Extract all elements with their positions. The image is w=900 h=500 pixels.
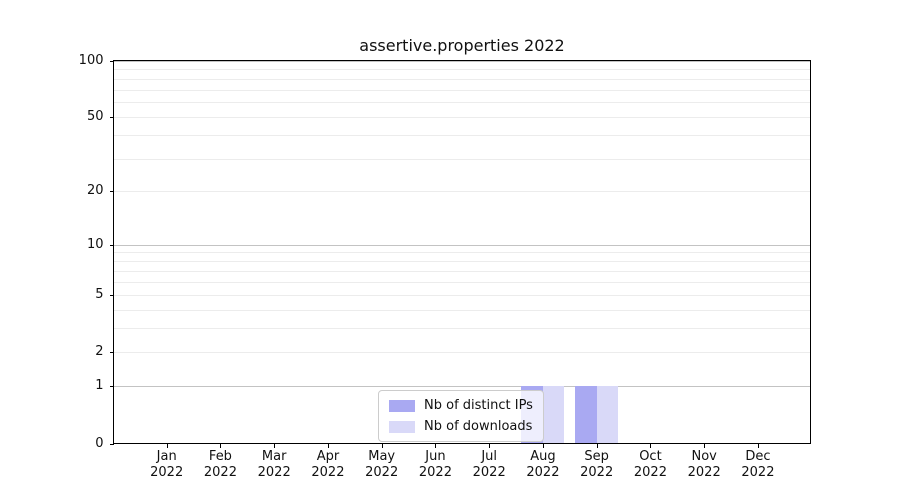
x-tick-year: 2022 <box>580 464 614 480</box>
x-tick <box>757 443 759 448</box>
y-tick <box>109 190 114 192</box>
x-tick-label: Mar 2022 <box>257 448 291 480</box>
bar-distinct-ips <box>575 385 597 444</box>
y-gridline-minor <box>113 102 811 104</box>
chart-title: assertive.properties 2022 <box>359 36 565 55</box>
legend-swatch-distinct-ips <box>389 399 415 412</box>
x-tick <box>220 443 222 448</box>
x-tick-label: Dec 2022 <box>741 448 775 480</box>
y-tick <box>109 244 114 246</box>
x-tick-label: Aug 2022 <box>526 448 560 480</box>
x-tick-year: 2022 <box>418 464 452 480</box>
x-tick-year: 2022 <box>203 464 237 480</box>
y-tick <box>109 294 114 296</box>
x-tick-label: Feb 2022 <box>203 448 237 480</box>
x-tick <box>435 443 437 448</box>
x-tick-label: Jan 2022 <box>150 448 184 480</box>
y-tick-label: 0 <box>95 435 104 451</box>
y-gridline-minor <box>113 352 811 354</box>
x-tick <box>704 443 706 448</box>
y-gridline-minor <box>113 117 811 119</box>
x-tick <box>381 443 383 448</box>
x-tick-year: 2022 <box>526 464 560 480</box>
legend-label-distinct-ips: Nb of distinct IPs <box>424 398 533 413</box>
y-gridline-major <box>113 244 811 246</box>
x-tick-label: Sep 2022 <box>580 448 614 480</box>
y-gridline-major <box>113 60 811 62</box>
bar-downloads <box>596 385 619 444</box>
y-tick-label: 2 <box>95 344 104 360</box>
x-tick <box>596 443 598 448</box>
x-tick <box>327 443 329 448</box>
y-gridline-minor <box>113 294 811 296</box>
x-tick-year: 2022 <box>257 464 291 480</box>
y-gridline-minor <box>113 282 811 283</box>
x-tick-label: May 2022 <box>365 448 399 480</box>
x-tick-year: 2022 <box>311 464 345 480</box>
y-gridline-major <box>113 385 811 387</box>
y-tick-label: 5 <box>95 286 104 302</box>
y-gridline-minor <box>113 190 811 192</box>
x-tick-year: 2022 <box>687 464 721 480</box>
legend-item-distinct-ips: Nb of distinct IPs <box>389 398 533 413</box>
y-tick <box>109 117 114 119</box>
y-tick <box>109 443 114 445</box>
y-tick-label: 10 <box>86 236 104 252</box>
y-gridline-minor <box>113 135 811 137</box>
x-tick-year: 2022 <box>150 464 184 480</box>
x-tick-label: Jul 2022 <box>472 448 506 480</box>
y-gridline-minor <box>113 309 811 311</box>
legend-label-downloads: Nb of downloads <box>424 419 533 434</box>
y-gridline-minor <box>113 69 811 71</box>
y-gridline-minor <box>113 78 811 80</box>
x-tick <box>166 443 168 448</box>
y-tick-label: 1 <box>95 377 104 393</box>
y-tick <box>109 352 114 354</box>
x-tick-year: 2022 <box>365 464 399 480</box>
y-tick <box>109 385 114 387</box>
y-gridline-minor <box>113 89 811 91</box>
x-tick <box>650 443 652 448</box>
y-tick-label: 50 <box>86 109 104 125</box>
x-tick-label: Oct 2022 <box>633 448 667 480</box>
x-tick <box>489 443 491 448</box>
y-gridline-minor <box>113 328 811 330</box>
x-tick <box>274 443 276 448</box>
y-gridline-minor <box>113 270 811 272</box>
x-tick-year: 2022 <box>633 464 667 480</box>
x-tick-label: Jun 2022 <box>418 448 452 480</box>
y-gridline-minor <box>113 261 811 263</box>
legend: Nb of distinct IPs Nb of downloads <box>378 390 544 442</box>
x-tick-label: Apr 2022 <box>311 448 345 480</box>
x-tick <box>542 443 544 448</box>
y-gridline-minor <box>113 252 811 254</box>
x-tick-label: Nov 2022 <box>687 448 721 480</box>
y-tick-label: 100 <box>78 52 104 68</box>
x-tick-year: 2022 <box>741 464 775 480</box>
legend-item-downloads: Nb of downloads <box>389 419 533 434</box>
bar-downloads <box>542 385 565 444</box>
y-tick-label: 20 <box>86 182 104 198</box>
x-tick-year: 2022 <box>472 464 506 480</box>
legend-swatch-downloads <box>389 420 415 433</box>
y-gridline-minor <box>113 158 811 160</box>
y-tick <box>109 60 114 62</box>
